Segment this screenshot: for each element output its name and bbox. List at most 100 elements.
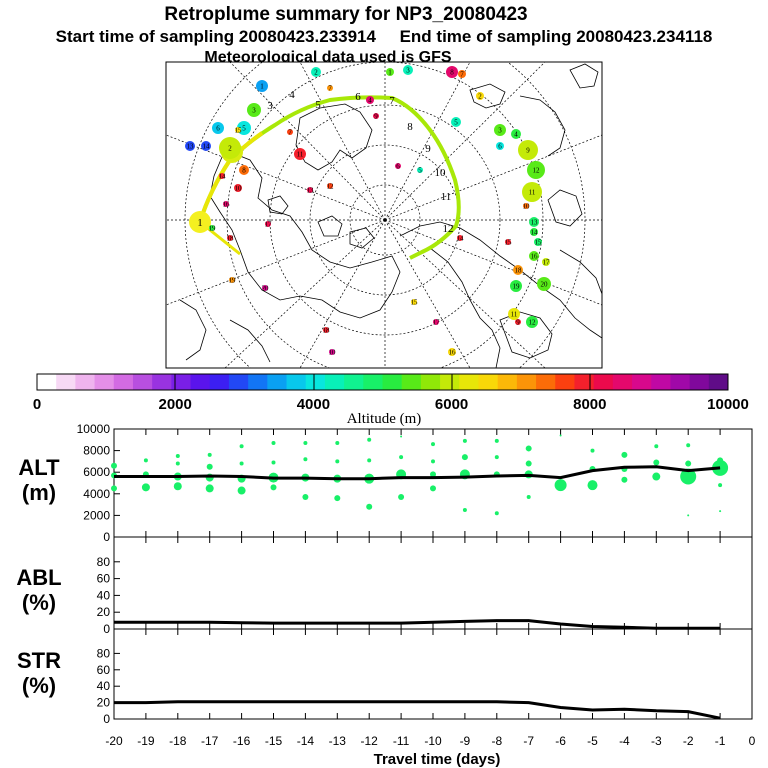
colorbar-swatch (651, 374, 671, 390)
colorbar-swatch (305, 374, 326, 390)
colorbar-swatch (382, 374, 403, 390)
altitude-cluster-point (462, 508, 467, 512)
altitude-cluster-point (335, 441, 340, 446)
altitude-cluster-point (712, 459, 729, 476)
map-cluster-circle (510, 280, 522, 292)
altitude-cluster-point (559, 434, 562, 437)
trajectory-day-label: 8 (407, 121, 413, 133)
colorbar-swatch (248, 374, 268, 390)
altitude-cluster-point (400, 435, 403, 438)
panel-unit-label: (m) (22, 480, 56, 505)
map-cluster-label: 14 (219, 173, 227, 181)
colorbar-tick-label: 8000 (573, 396, 606, 413)
colorbar-swatch (209, 374, 230, 390)
map-cluster-label: 4 (514, 131, 518, 139)
coastlines (179, 63, 602, 368)
map-cluster-circle (239, 165, 249, 175)
altitude-cluster-point (302, 494, 309, 501)
map-cluster-circle (518, 140, 538, 160)
map-cluster-circle (323, 327, 329, 333)
altitude-cluster-point (554, 479, 567, 492)
colorbar-tick-label: 0 (33, 396, 41, 413)
x-tick-label: -7 (523, 734, 534, 748)
colorbar-swatch (267, 374, 288, 390)
sampling-times: Start time of sampling 20080423.233914 E… (56, 27, 713, 46)
map-cluster-circle (366, 96, 374, 104)
y-tick-label: 0 (103, 530, 110, 544)
altitude-cluster-point (587, 480, 598, 491)
altitude-cluster-point (303, 441, 308, 446)
y-tick-label: 4000 (83, 487, 110, 501)
colorbar-swatch (324, 374, 345, 390)
map-cluster-label: 13 (187, 143, 195, 151)
map-cluster-label: 9 (516, 319, 520, 327)
map-cluster-circle (247, 103, 261, 117)
meridians (166, 62, 602, 368)
map-cluster-circle (542, 258, 550, 266)
colorbar-swatch (152, 374, 172, 390)
map-cluster-circle (433, 319, 439, 325)
panel-alt: 0 2000 4000 6000 8000 10000 ALT(m) (18, 422, 753, 544)
altitude-cluster-point (271, 460, 276, 465)
map-coast (229, 319, 271, 363)
map-cluster-label: 8 (450, 69, 454, 77)
map-cluster-label: 12 (533, 167, 541, 175)
colorbar-swatch (94, 374, 115, 390)
colorbar-tick-label: 2000 (159, 396, 192, 413)
panel-label: ALT (18, 455, 60, 480)
map-cluster-circle (209, 225, 215, 231)
altitude-cluster-point (141, 483, 150, 492)
altitude-cluster-point (239, 461, 244, 466)
y-tick-label: 10000 (77, 422, 111, 436)
x-tick-label: -8 (491, 734, 502, 748)
x-tick-label: -19 (137, 734, 155, 748)
trajectory-day-label: 10 (435, 167, 447, 179)
meridian (166, 134, 386, 221)
map-cluster-label: 15 (505, 239, 513, 247)
map-cluster-label: 19 (209, 225, 217, 233)
altitude-cluster-point (494, 438, 499, 443)
map-cluster-circle (229, 277, 235, 283)
map-cluster-label: 5 (418, 167, 422, 175)
svalbard-coast (469, 83, 506, 109)
altitude-cluster-point (525, 460, 532, 467)
altitude-cluster-point (621, 476, 628, 483)
meridian (384, 62, 546, 221)
map-cluster-circle (219, 173, 225, 179)
altitude-cluster-point (680, 468, 697, 485)
map-cluster-label: 2 (478, 93, 482, 101)
map-cluster-label: 1 (260, 83, 264, 91)
y-tick-label: 40 (97, 679, 111, 693)
map-cluster-circle (201, 141, 211, 151)
map-cluster-label: 17 (433, 319, 441, 327)
colorbar-swatch (516, 374, 537, 390)
trajectory-day-label: 6 (355, 91, 361, 103)
map-cluster-label: 18 (227, 235, 235, 243)
map-cluster-label: 14 (531, 229, 539, 237)
map-cluster-circle (223, 201, 229, 207)
map-cluster-circle (511, 129, 521, 139)
altitude-cluster-point (653, 459, 660, 466)
map-cluster-label: 14 (457, 235, 465, 243)
panel-unit-label: (%) (22, 673, 56, 698)
colorbar-swatch (37, 374, 57, 390)
map-cluster-label: 15 (535, 239, 543, 247)
panel-label: ABL (16, 565, 61, 590)
x-tick-label: -5 (587, 734, 598, 748)
map-cluster-circle (446, 66, 458, 78)
map-cluster-label: 3 (406, 67, 410, 75)
meridian (166, 219, 386, 306)
map-cluster-circle (417, 167, 423, 173)
map-cluster-label: 10 (329, 349, 337, 357)
map-cluster-circle (527, 161, 545, 179)
x-tick-label: -1 (715, 734, 726, 748)
meridian (299, 219, 386, 368)
altitude-cluster-point (175, 454, 180, 458)
altitude-cluster-point (398, 494, 405, 501)
colorbar-swatch (574, 374, 595, 390)
altitude-cluster-point (335, 459, 340, 464)
colorbar-swatch (555, 374, 575, 390)
meridian (384, 219, 471, 368)
trajectory-labels: 123456789101112 (189, 89, 454, 235)
